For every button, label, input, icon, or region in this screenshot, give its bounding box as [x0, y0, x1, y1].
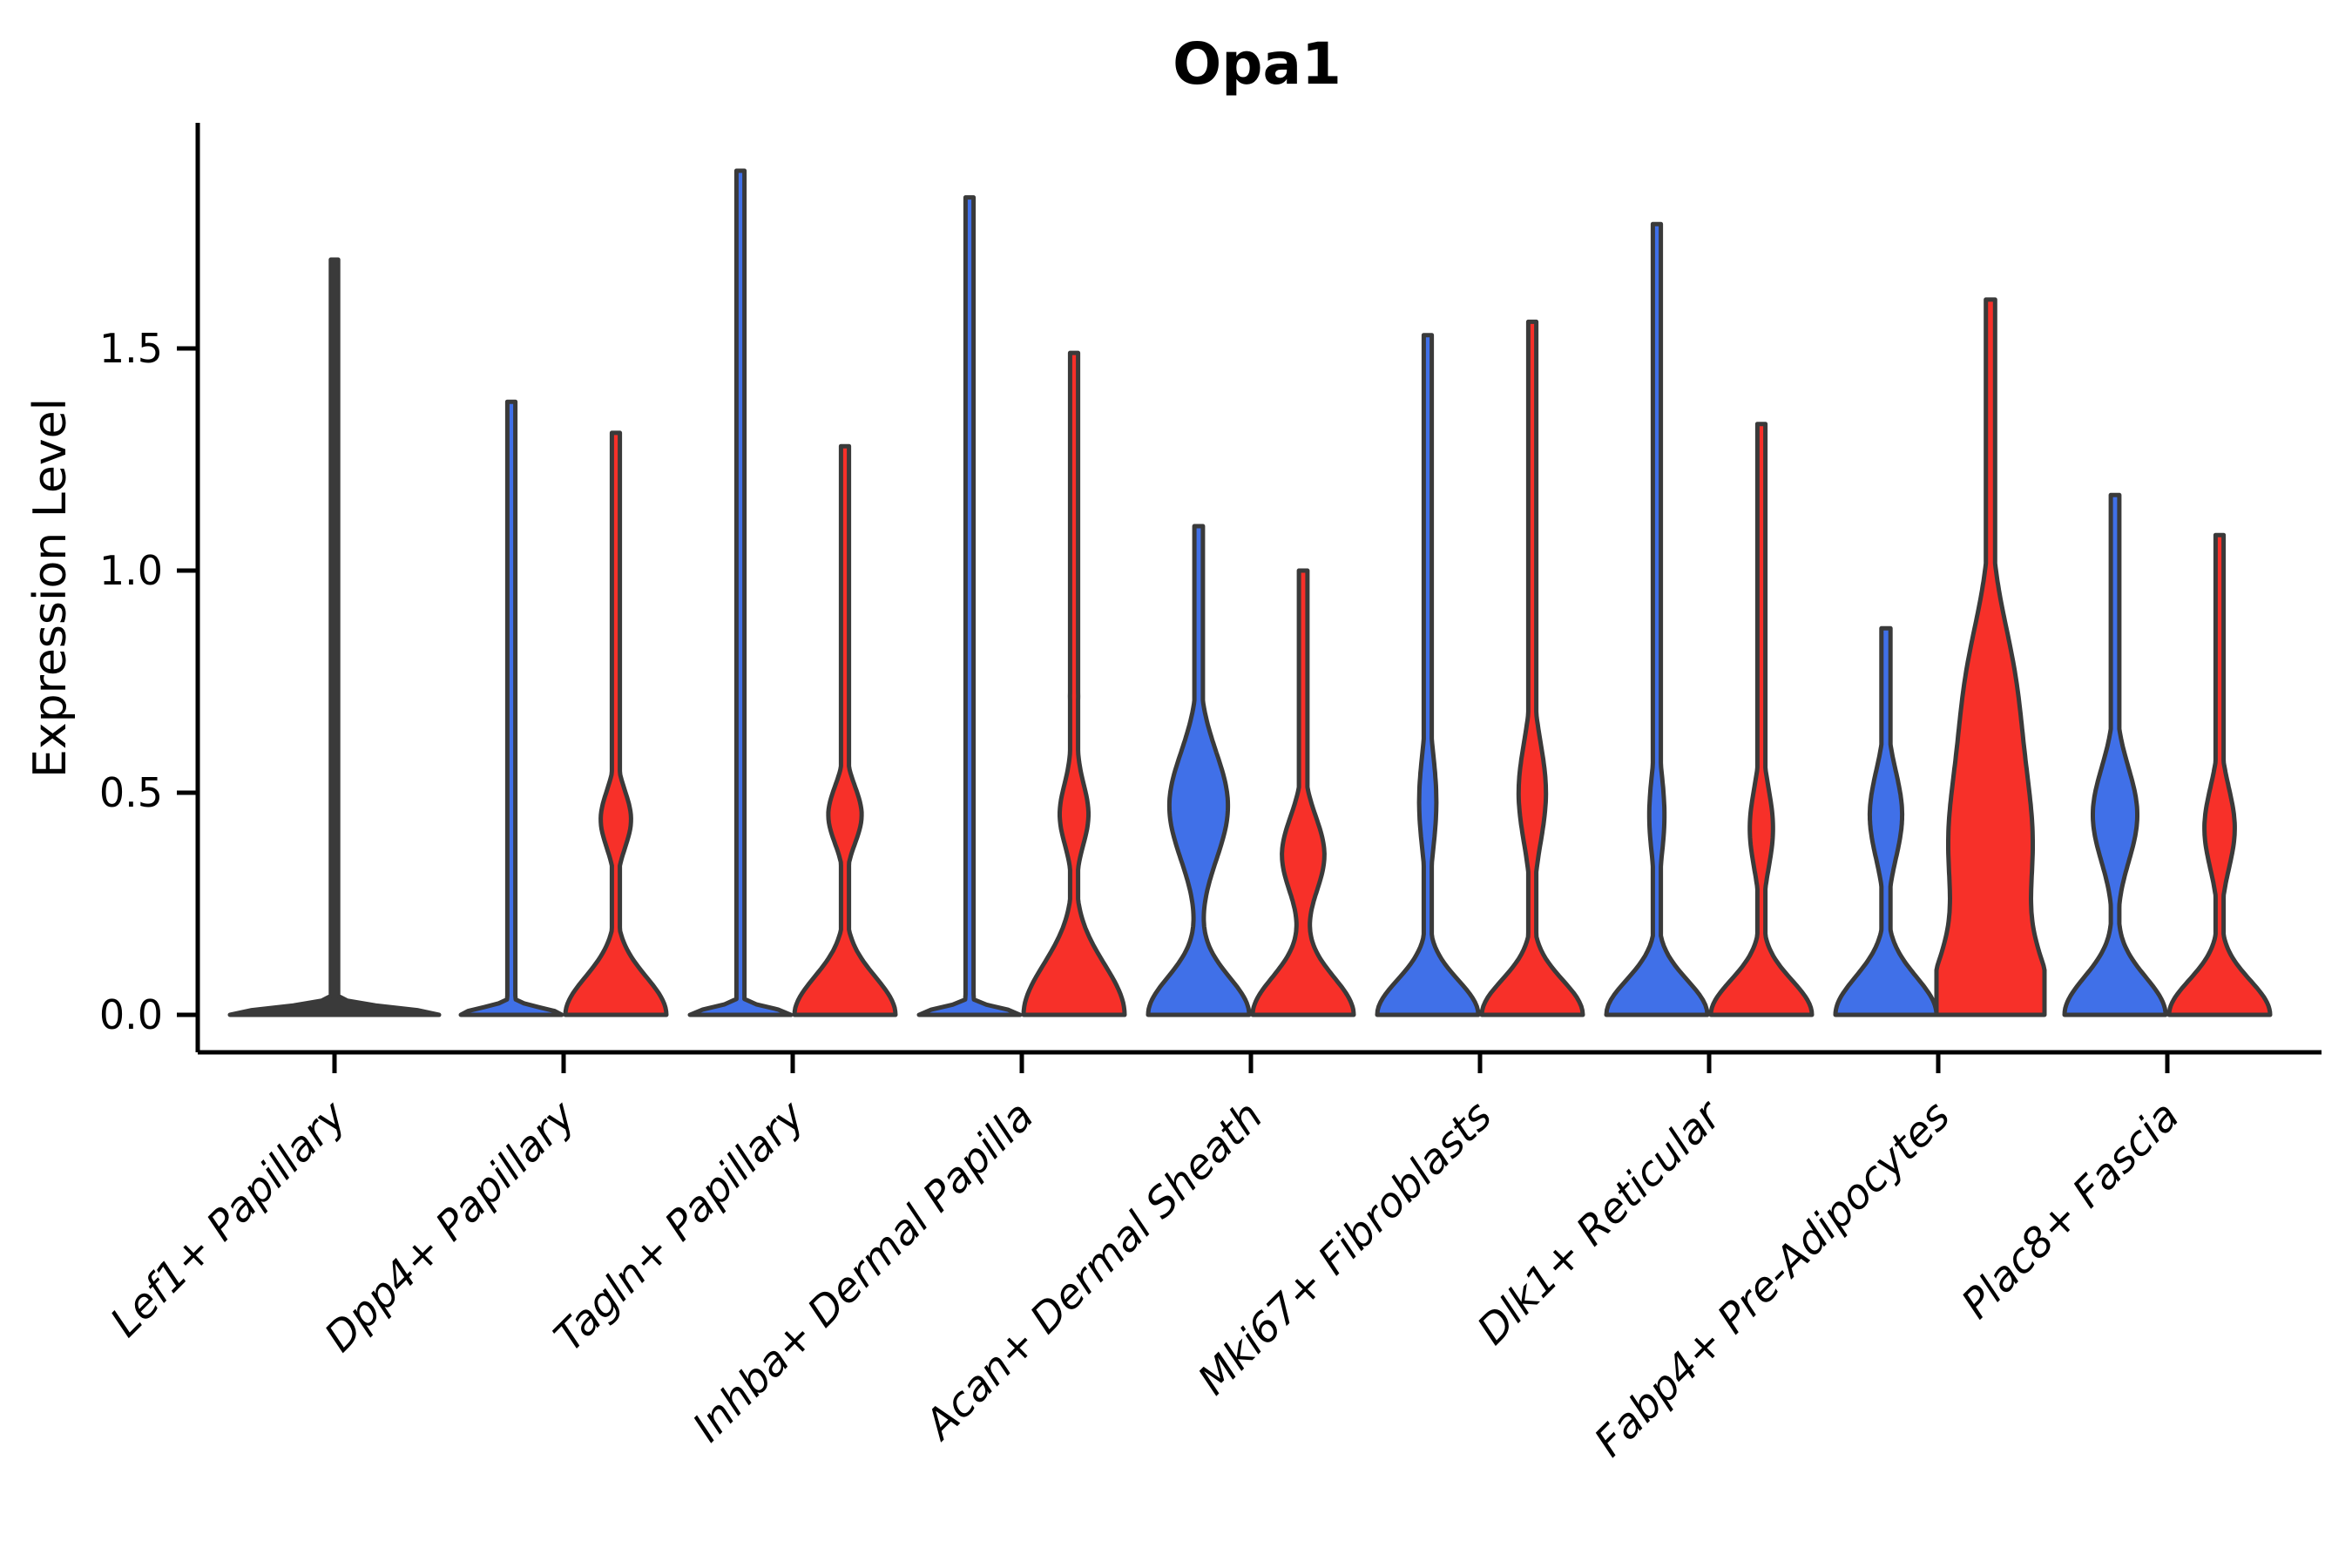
chart-title: Opa1 [1173, 30, 1342, 98]
violin-red-tagln-papillary [792, 443, 898, 1017]
y-axis-ticks: 0.0 0.5 1.0 1.5 [99, 325, 198, 1038]
x-tick-label: Plac8+ Fascia [1952, 1092, 2188, 1328]
violins-layer [227, 168, 2273, 1017]
violin-blue-inhba-dermal-papilla [916, 195, 1023, 1017]
violin-blue-fabp4-pre-adipocytes [1833, 625, 1939, 1017]
y-tick-label: 1.0 [99, 547, 163, 594]
x-tick-label: Dlk1+ Reticular [1469, 1091, 1733, 1355]
violin-red-acan-dermal-sheath [1250, 568, 1356, 1017]
violin-blue-dlk1-reticular [1604, 221, 1710, 1017]
y-tick-label: 0.0 [99, 991, 163, 1038]
violin-red-inhba-dermal-papilla [1021, 350, 1127, 1017]
violin-red-dlk1-reticular [1708, 422, 1815, 1017]
violin-blue-plac8-fascia [2062, 492, 2168, 1017]
violin-red-dpp4-papillary [563, 430, 669, 1017]
violin-blue-dpp4-papillary [458, 399, 564, 1017]
violin-red-mki67-fibroblasts [1479, 319, 1585, 1017]
violin-single-lef1-papillary [227, 257, 442, 1017]
violin-blue-mki67-fibroblasts [1375, 333, 1481, 1017]
x-tick-label: Lef1+ Papillary [101, 1092, 356, 1347]
y-tick-label: 1.5 [99, 325, 163, 372]
violin-red-fabp4-pre-adipocytes [1934, 297, 2047, 1017]
x-tick-label: Tagln+ Papillary [545, 1092, 815, 1362]
x-tick-label: Dpp4+ Papillary [315, 1092, 585, 1362]
y-tick-label: 0.5 [99, 769, 163, 816]
y-axis-label: Expression Level [24, 398, 77, 778]
violin-blue-tagln-papillary [687, 168, 794, 1017]
violin-red-plac8-fascia [2166, 532, 2273, 1017]
violin-blue-acan-dermal-sheath [1146, 524, 1252, 1017]
